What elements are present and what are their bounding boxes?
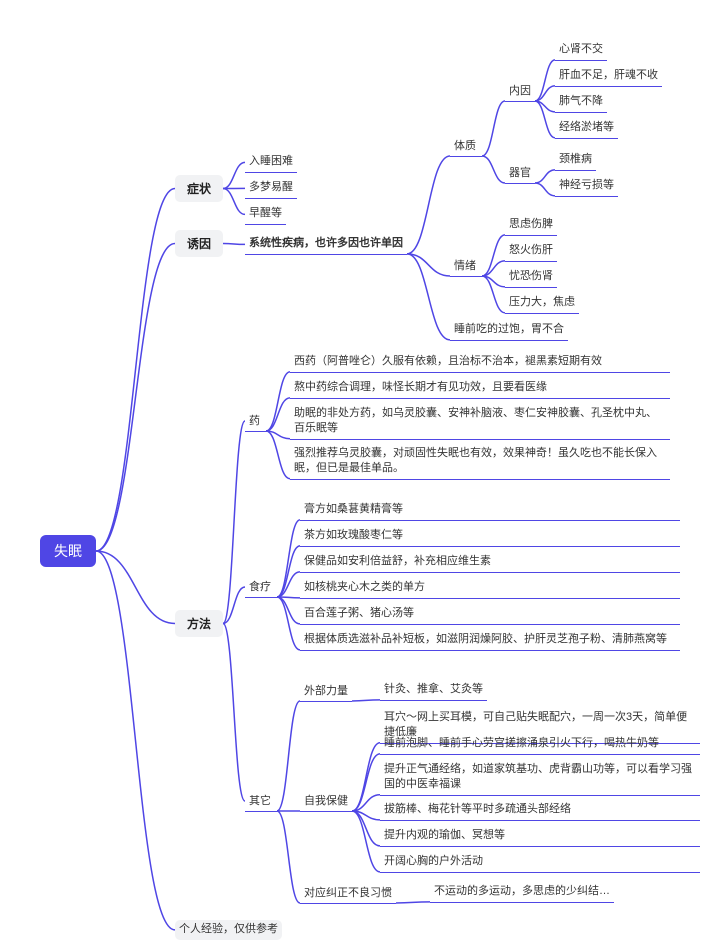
self-1: 睡前泡脚、睡前手心劳宫搓擦涌泉引火下行，喝热牛奶等 bbox=[380, 734, 700, 755]
other-ext-val: 针灸、推拿、艾灸等 bbox=[380, 680, 487, 701]
cause-inner-3: 经络淤堵等 bbox=[555, 118, 618, 139]
self-2: 提升正气通经络，如道家筑基功、虎背霸山功等，可以看学习强国的中医幸福课 bbox=[380, 760, 700, 796]
med-1: 熬中药综合调理，味怪长期才有见功效，且要看医缘 bbox=[290, 378, 670, 399]
cause-emo-2: 忧恐伤肾 bbox=[505, 267, 557, 288]
cause-organ-0: 颈椎病 bbox=[555, 150, 596, 171]
food-0: 膏方如桑葚黄精膏等 bbox=[300, 500, 680, 521]
cause-const: 体质 bbox=[450, 135, 482, 157]
food-2: 保健品如安利倍益舒，补充相应维生素 bbox=[300, 552, 680, 573]
food-1: 茶方如玫瑰酸枣仁等 bbox=[300, 526, 680, 547]
cause-inner-1: 肝血不足，肝魂不收 bbox=[555, 66, 662, 87]
med-3: 强烈推荐乌灵胶囊，对顽固性失眠也有效，效果神奇！虽久吃也不能长保入眠，但已是最佳… bbox=[290, 444, 670, 480]
other-habit: 对应纠正不良习惯 bbox=[300, 882, 396, 904]
food-3: 如核桃夹心木之类的单方 bbox=[300, 578, 680, 599]
branch-symptoms: 症状 bbox=[175, 175, 223, 202]
cause-emo-0: 思虑伤脾 bbox=[505, 215, 557, 236]
other-habit-val: 不运动的多运动，多思虑的少纠结… bbox=[430, 882, 614, 903]
self-3: 拔筋棒、梅花针等平时多疏通头部经络 bbox=[380, 800, 700, 821]
food-4: 百合莲子粥、猪心汤等 bbox=[300, 604, 680, 625]
root-node: 失眠 bbox=[40, 535, 96, 567]
self-4: 提升内观的瑜伽、冥想等 bbox=[380, 826, 700, 847]
branch-note: 个人经验，仅供参考 bbox=[175, 920, 282, 940]
leaf-sym-2: 早醒等 bbox=[245, 204, 286, 225]
cause-inner-2: 肺气不降 bbox=[555, 92, 607, 113]
leaf-sym-1: 多梦易醒 bbox=[245, 178, 297, 199]
cause-last: 睡前吃的过饱，胃不合 bbox=[450, 320, 568, 341]
cause-inner-0: 心肾不交 bbox=[555, 40, 607, 61]
branch-cause: 诱因 bbox=[175, 230, 223, 257]
cause-emo: 情绪 bbox=[450, 255, 482, 277]
cause-organ-1: 神经亏损等 bbox=[555, 176, 618, 197]
cause-emo-1: 怒火伤肝 bbox=[505, 241, 557, 262]
method-other: 其它 bbox=[245, 790, 277, 812]
other-self: 自我保健 bbox=[300, 790, 352, 812]
cause-subtitle: 系统性疾病，也许多因也许单因 bbox=[245, 234, 407, 255]
self-5: 开阔心胸的户外活动 bbox=[380, 852, 700, 873]
med-2: 助眠的非处方药，如乌灵胶囊、安神补脑液、枣仁安神胶囊、孔圣枕中丸、百乐眠等 bbox=[290, 404, 670, 440]
cause-emo-3: 压力大，焦虑 bbox=[505, 293, 579, 314]
cause-organ: 器官 bbox=[505, 162, 535, 184]
leaf-sym-0: 入睡困难 bbox=[245, 152, 297, 173]
method-med: 药 bbox=[245, 410, 266, 432]
other-ext: 外部力量 bbox=[300, 680, 352, 702]
med-0: 西药（阿普唑仑）久服有依赖，且治标不治本，褪黑素短期有效 bbox=[290, 352, 670, 373]
cause-inner: 内因 bbox=[505, 80, 535, 102]
branch-method: 方法 bbox=[175, 610, 223, 637]
method-food: 食疗 bbox=[245, 576, 277, 598]
food-5: 根据体质选滋补品补短板，如滋阴润燥阿胶、护肝灵芝孢子粉、清肺燕窝等 bbox=[300, 630, 680, 651]
